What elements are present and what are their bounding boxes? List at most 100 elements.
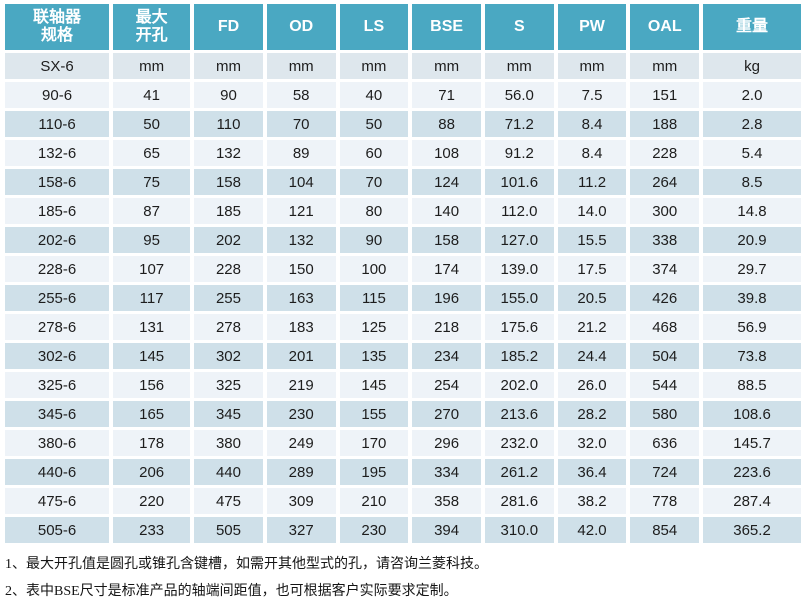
table-cell: 254 [412, 372, 481, 398]
table-cell: 117 [113, 285, 191, 311]
column-header: LS [339, 4, 409, 50]
table-cell: 2.8 [703, 111, 801, 137]
table-cell: 155 [339, 401, 409, 427]
table-cell: 8.4 [557, 111, 627, 137]
table-cell: 75 [113, 169, 191, 195]
table-cell: 101.6 [484, 169, 554, 195]
table-cell: 5.4 [703, 140, 801, 166]
table-cell: 219 [266, 372, 336, 398]
table-cell: 40 [339, 82, 409, 108]
table-cell: 724 [630, 459, 700, 485]
table-cell: 32.0 [557, 430, 627, 456]
table-cell: 504 [630, 343, 700, 369]
table-cell: 358 [412, 488, 481, 514]
table-cell: 132 [194, 140, 263, 166]
table-cell: 338 [630, 227, 700, 253]
table-cell: 88.5 [703, 372, 801, 398]
table-cell: 125 [339, 314, 409, 340]
table-row: 110-6 50 110 70 50 88 71.2 8.4 188 2.8 [5, 111, 801, 137]
table-cell: 296 [412, 430, 481, 456]
table-cell: 56.0 [484, 82, 554, 108]
table-cell: 115 [339, 285, 409, 311]
table-cell: 14.0 [557, 198, 627, 224]
table-cell: 88 [412, 111, 481, 137]
table-cell: 163 [266, 285, 336, 311]
table-cell: 28.2 [557, 401, 627, 427]
table-cell: mm [484, 53, 554, 79]
table-cell: 26.0 [557, 372, 627, 398]
table-row: 380-6 178 380 249 170 296 232.0 32.0 636 145.7 [5, 430, 801, 456]
table-cell: 196 [412, 285, 481, 311]
table-row: 202-6 95 202 132 90 158 127.0 15.5 338 20.9 [5, 227, 801, 253]
table-cell: 41 [113, 82, 191, 108]
table-cell: 145.7 [703, 430, 801, 456]
table-cell: 139.0 [484, 256, 554, 282]
table-cell: 440-6 [5, 459, 110, 485]
table-cell: 39.8 [703, 285, 801, 311]
table-cell: 202 [194, 227, 263, 253]
table-cell: 65 [113, 140, 191, 166]
table-cell: 132 [266, 227, 336, 253]
table-cell: 325-6 [5, 372, 110, 398]
table-cell: 108.6 [703, 401, 801, 427]
table-cell: 11.2 [557, 169, 627, 195]
table-cell: 73.8 [703, 343, 801, 369]
table-cell: 155.0 [484, 285, 554, 311]
table-row: 228-6 107 228 150 100 174 139.0 17.5 374 29.7 [5, 256, 801, 282]
table-row: 158-6 75 158 104 70 124 101.6 11.2 264 8.5 [5, 169, 801, 195]
table-cell: 475 [194, 488, 263, 514]
table-cell: 108 [412, 140, 481, 166]
table-cell: 170 [339, 430, 409, 456]
table-cell: 56.9 [703, 314, 801, 340]
table-cell: mm [194, 53, 263, 79]
table-cell: 287.4 [703, 488, 801, 514]
column-header: 重量 [703, 4, 801, 50]
table-cell: 278-6 [5, 314, 110, 340]
table-cell: 195 [339, 459, 409, 485]
table-cell: 213.6 [484, 401, 554, 427]
table-body: SX-6 mm mm mm mm mm mm mm mm kg 90-6 41 90 58 40 71 56.0… [5, 53, 801, 543]
table-cell: 636 [630, 430, 700, 456]
table-cell: 70 [339, 169, 409, 195]
table-cell: 110-6 [5, 111, 110, 137]
table-cell: 185 [194, 198, 263, 224]
column-header: 最大 开孔 [113, 4, 191, 50]
table-cell: 2.0 [703, 82, 801, 108]
table-row: 345-6 165 345 230 155 270 213.6 28.2 580 108.6 [5, 401, 801, 427]
table-cell: 8.4 [557, 140, 627, 166]
table-cell: 132-6 [5, 140, 110, 166]
table-cell: 230 [266, 401, 336, 427]
table-cell: 374 [630, 256, 700, 282]
table-cell: 58 [266, 82, 336, 108]
table-row: 278-6 131 278 183 125 218 175.6 21.2 468 56.9 [5, 314, 801, 340]
table-cell: 345 [194, 401, 263, 427]
table-cell: 394 [412, 517, 481, 543]
table-cell: 302 [194, 343, 263, 369]
table-cell: 127.0 [484, 227, 554, 253]
column-header: OD [266, 4, 336, 50]
table-row: 440-6 206 440 289 195 334 261.2 36.4 724 223.6 [5, 459, 801, 485]
table-cell: 854 [630, 517, 700, 543]
footnote-1: 1、最大开孔值是圆孔或锥孔含键槽，如需开其他型式的孔，请咨询兰菱科技。 [5, 557, 488, 572]
footnote-2: 2、表中BSE尺寸是标准产品的轴端间距值，也可根据客户实际要求定制。 [5, 584, 458, 600]
table-cell: mm [266, 53, 336, 79]
table-cell: 71 [412, 82, 481, 108]
table-row: 302-6 145 302 201 135 234 185.2 24.4 504 73.8 [5, 343, 801, 369]
column-header: BSE [412, 4, 481, 50]
table-row: 505-6 233 505 327 230 394 310.0 42.0 854 365.2 [5, 517, 801, 543]
table-cell: 185-6 [5, 198, 110, 224]
table-cell: 228-6 [5, 256, 110, 282]
footnotes: 1、最大开孔值是圆孔或锥孔含键槽，如需开其他型式的孔，请咨询兰菱科技。 2、表中… [5, 556, 803, 601]
table-cell: 112.0 [484, 198, 554, 224]
table-cell: 145 [339, 372, 409, 398]
table-row: 132-6 65 132 89 60 108 91.2 8.4 228 5.4 [5, 140, 801, 166]
table-cell: 89 [266, 140, 336, 166]
table-cell: 121 [266, 198, 336, 224]
table-cell: mm [412, 53, 481, 79]
table-cell: 29.7 [703, 256, 801, 282]
table-cell: 80 [339, 198, 409, 224]
table-cell: 36.4 [557, 459, 627, 485]
table-cell: 249 [266, 430, 336, 456]
table-cell: 100 [339, 256, 409, 282]
table-cell: 104 [266, 169, 336, 195]
